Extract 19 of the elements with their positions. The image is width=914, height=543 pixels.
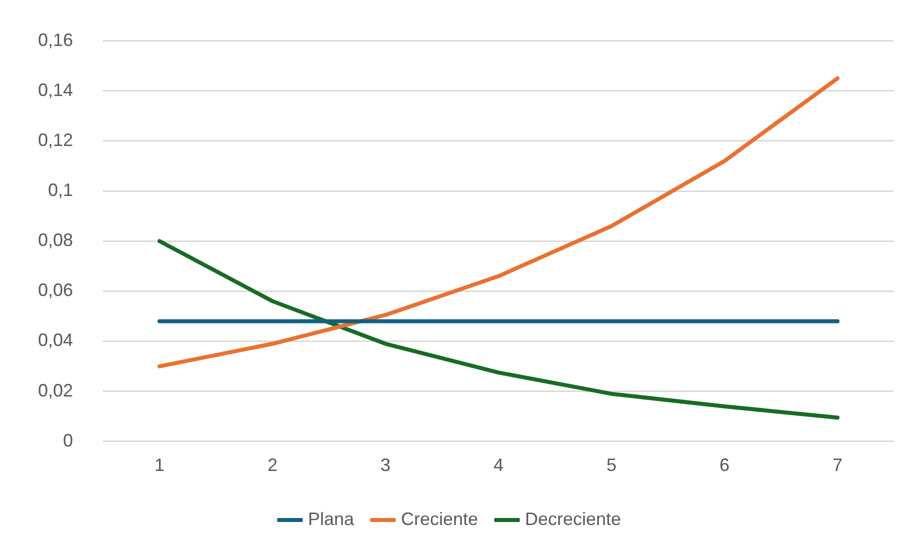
x-tick-label: 3 xyxy=(380,455,391,476)
x-tick-label: 2 xyxy=(268,455,278,476)
legend-label: Decreciente xyxy=(525,508,622,529)
y-tick-label: 0,1 xyxy=(48,180,74,200)
y-tick-label: 0,12 xyxy=(38,130,74,150)
legend-label: Creciente xyxy=(400,508,478,529)
y-tick-label: 0 xyxy=(63,430,74,450)
x-tick-label: 5 xyxy=(606,455,617,476)
x-tick-label: 6 xyxy=(720,455,730,476)
y-tick-label: 0,08 xyxy=(38,230,74,250)
y-tick-label: 0,16 xyxy=(38,30,74,50)
x-tick-label: 1 xyxy=(154,455,165,476)
y-tick-label: 0,14 xyxy=(38,80,74,100)
y-tick-label: 0,02 xyxy=(38,380,74,400)
legend-label: Plana xyxy=(308,508,355,529)
y-tick-label: 0,06 xyxy=(38,280,74,300)
x-tick-label: 4 xyxy=(494,455,504,476)
x-tick-label: 7 xyxy=(832,455,843,476)
y-tick-label: 0,04 xyxy=(38,330,74,350)
